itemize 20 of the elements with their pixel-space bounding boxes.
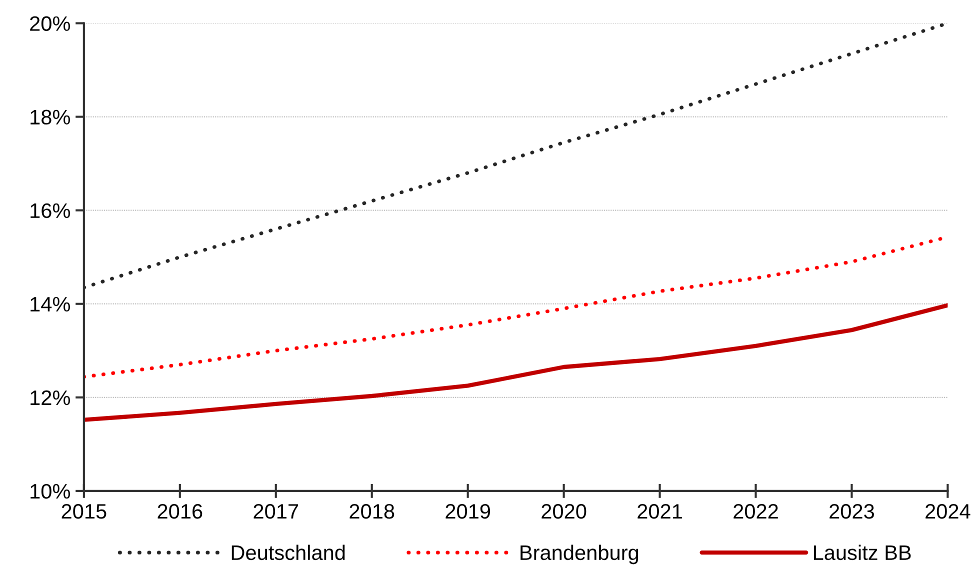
y-tick-label: 16%: [30, 203, 70, 218]
x-tick-label: 2021: [638, 504, 682, 519]
x-tick-label: 2017: [254, 504, 298, 519]
x-tick-label: 2023: [830, 504, 874, 519]
y-tick-label: 14%: [30, 296, 70, 312]
y-tick-label: 18%: [30, 110, 70, 125]
x-tick-label: 2022: [734, 504, 778, 519]
x-tick-label: 2024: [926, 504, 970, 519]
y-tick-label: 10%: [30, 484, 70, 499]
x-tick-label: 2016: [158, 504, 202, 519]
y-tick-label: 12%: [30, 390, 70, 406]
legend-label: Deutschland: [232, 544, 345, 560]
x-tick-label: 2020: [542, 504, 586, 519]
x-tick-label: 2015: [62, 504, 106, 519]
x-tick-label: 2018: [350, 504, 394, 519]
y-tick-label: 20%: [30, 16, 70, 31]
line-series: [84, 303, 948, 422]
legend-label: Lausitz BB: [814, 544, 911, 560]
x-tick-label: 2019: [446, 504, 490, 519]
legend-label: Brandenburg: [520, 544, 638, 564]
